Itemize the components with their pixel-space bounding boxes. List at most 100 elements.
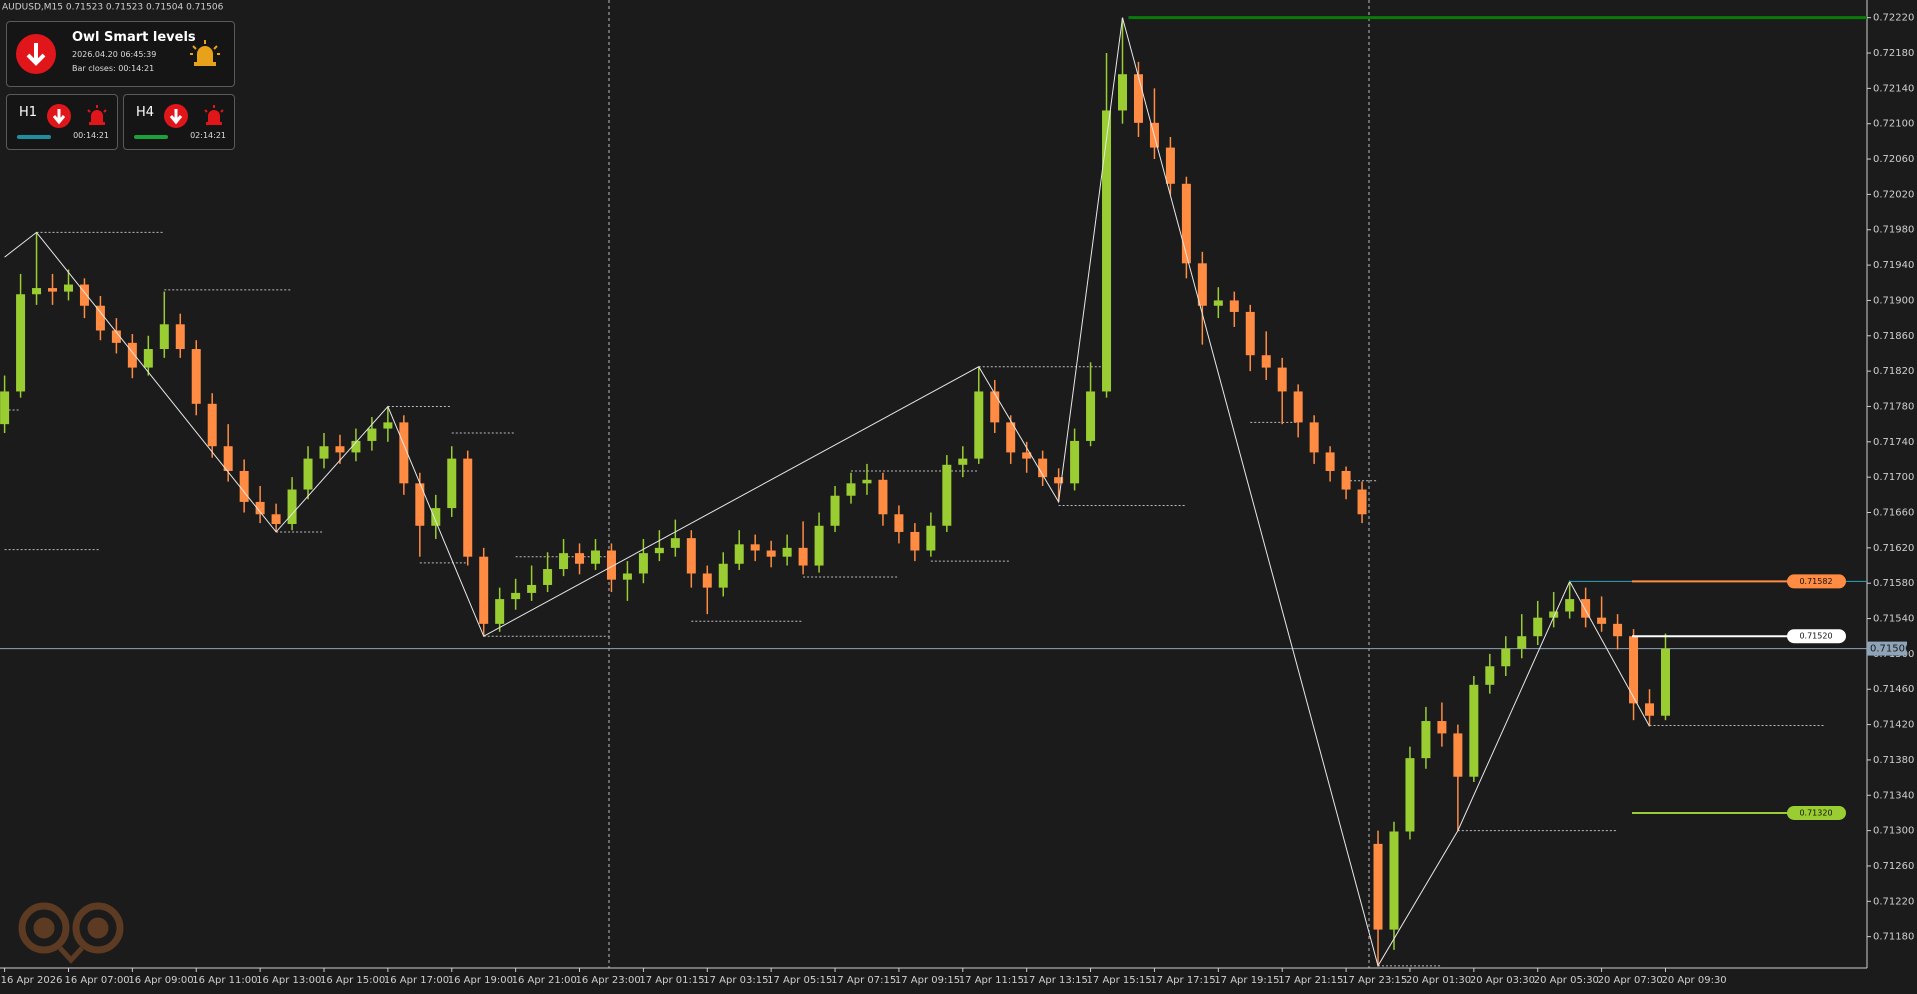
candle-body bbox=[734, 544, 744, 564]
y-tick-label: 0.71940 bbox=[1873, 260, 1914, 271]
level-label: 0.71582 bbox=[1799, 577, 1832, 586]
candle-body bbox=[670, 538, 680, 548]
y-tick-label: 0.72060 bbox=[1873, 154, 1914, 165]
level-label: 0.71320 bbox=[1799, 808, 1832, 817]
candle-body bbox=[447, 458, 457, 509]
x-tick-label: 16 Apr 09:00 bbox=[128, 975, 193, 986]
candle-body bbox=[16, 294, 26, 392]
candle-body bbox=[207, 403, 217, 447]
timeframe-panel: H4 02:14:21 bbox=[123, 94, 235, 150]
candle-body bbox=[622, 573, 632, 580]
candle-body bbox=[1660, 648, 1670, 716]
x-tick-label: 17 Apr 09:15 bbox=[895, 975, 960, 986]
candle-body bbox=[766, 550, 776, 557]
candle-body bbox=[271, 514, 281, 524]
bid-label-box bbox=[1867, 641, 1907, 656]
candle-body bbox=[1421, 721, 1431, 759]
candle-body bbox=[1613, 623, 1623, 637]
candle-body bbox=[191, 349, 201, 404]
candle-body bbox=[1469, 684, 1479, 777]
x-tick-label: 20 Apr 05:30 bbox=[1534, 975, 1599, 986]
candle-body bbox=[1086, 391, 1096, 441]
timeframe-panel: H1 00:14:21 bbox=[6, 94, 118, 150]
candle-body bbox=[1581, 599, 1591, 618]
candle-body bbox=[175, 324, 185, 350]
candle-body bbox=[1485, 666, 1495, 685]
candle-body bbox=[479, 556, 489, 624]
candle-body bbox=[1437, 721, 1447, 734]
candle-body bbox=[1645, 703, 1655, 716]
candle-body bbox=[159, 324, 169, 350]
candle-body bbox=[990, 391, 1000, 423]
candle-body bbox=[1405, 758, 1415, 832]
candle-body bbox=[1373, 843, 1383, 930]
candle-body bbox=[1277, 367, 1287, 392]
level-badge bbox=[1787, 805, 1846, 820]
bar-closes: Bar closes: 00:14:21 bbox=[72, 64, 155, 73]
x-tick-label: 17 Apr 03:15 bbox=[703, 975, 768, 986]
candle-body bbox=[335, 446, 345, 453]
y-tick-label: 0.71660 bbox=[1873, 508, 1914, 519]
y-tick-label: 0.71260 bbox=[1873, 861, 1914, 872]
y-tick-label: 0.71340 bbox=[1873, 790, 1914, 801]
x-tick-label: 20 Apr 09:30 bbox=[1661, 975, 1726, 986]
x-tick-label: 17 Apr 05:15 bbox=[767, 975, 832, 986]
y-tick-label: 0.71580 bbox=[1873, 578, 1914, 589]
y-tick-label: 0.71980 bbox=[1873, 225, 1914, 236]
candle-body bbox=[1341, 470, 1351, 490]
alarm-icon bbox=[190, 40, 220, 66]
x-tick-label: 17 Apr 13:15 bbox=[1023, 975, 1088, 986]
candle-body bbox=[223, 446, 233, 471]
candle-body bbox=[255, 501, 265, 515]
candle-body bbox=[431, 508, 441, 526]
candle-body bbox=[910, 531, 920, 551]
x-tick-label: 17 Apr 01:15 bbox=[639, 975, 704, 986]
bid-label: 0.71506 bbox=[1870, 644, 1911, 655]
x-tick-label: 16 Apr 23:00 bbox=[576, 975, 641, 986]
level-label: 0.71520 bbox=[1799, 632, 1832, 641]
candle-body bbox=[527, 584, 537, 593]
y-tick-label: 0.71380 bbox=[1873, 755, 1914, 766]
candle-body bbox=[1054, 477, 1064, 484]
progress-bar bbox=[17, 135, 51, 139]
candle-body bbox=[367, 428, 377, 441]
candle-body bbox=[1565, 599, 1575, 612]
level-badge bbox=[1787, 629, 1846, 644]
candle-body bbox=[1533, 617, 1543, 637]
y-tick-label: 0.71460 bbox=[1873, 684, 1914, 695]
x-tick-label: 16 Apr 11:00 bbox=[192, 975, 257, 986]
candle-body bbox=[798, 547, 808, 566]
x-tick-label: 16 Apr 17:00 bbox=[384, 975, 449, 986]
candle-body bbox=[287, 489, 297, 524]
candle-body bbox=[862, 479, 872, 484]
candle-body bbox=[319, 446, 329, 459]
candle-body bbox=[1261, 355, 1271, 368]
x-tick-label: 16 Apr 15:00 bbox=[320, 975, 385, 986]
y-tick-label: 0.71860 bbox=[1873, 331, 1914, 342]
y-tick-label: 0.71180 bbox=[1873, 932, 1914, 943]
y-tick-label: 0.71740 bbox=[1873, 437, 1914, 448]
y-tick-label: 0.71700 bbox=[1873, 472, 1914, 483]
candle-body bbox=[383, 422, 393, 429]
y-tick-label: 0.72140 bbox=[1873, 83, 1914, 94]
x-tick-label: 20 Apr 01:30 bbox=[1406, 975, 1471, 986]
down-signal-icon bbox=[16, 34, 56, 74]
candle-body bbox=[1118, 74, 1127, 111]
smart-levels-panel: Owl Smart levels 2026.04.20 06:45:39 Bar… bbox=[6, 21, 235, 87]
down-signal-icon bbox=[47, 104, 71, 128]
candle-body bbox=[782, 547, 792, 557]
candle-body bbox=[63, 284, 73, 292]
x-tick-label: 17 Apr 21:15 bbox=[1278, 975, 1343, 986]
candle-body bbox=[575, 553, 585, 564]
candle-body bbox=[543, 569, 553, 585]
candle-body bbox=[686, 538, 696, 574]
candle-body bbox=[1102, 110, 1112, 392]
candle-body bbox=[1389, 831, 1399, 930]
candle-body bbox=[511, 592, 521, 600]
candle-body bbox=[1293, 391, 1303, 423]
candle-body bbox=[1629, 636, 1639, 704]
candle-body bbox=[303, 458, 313, 490]
